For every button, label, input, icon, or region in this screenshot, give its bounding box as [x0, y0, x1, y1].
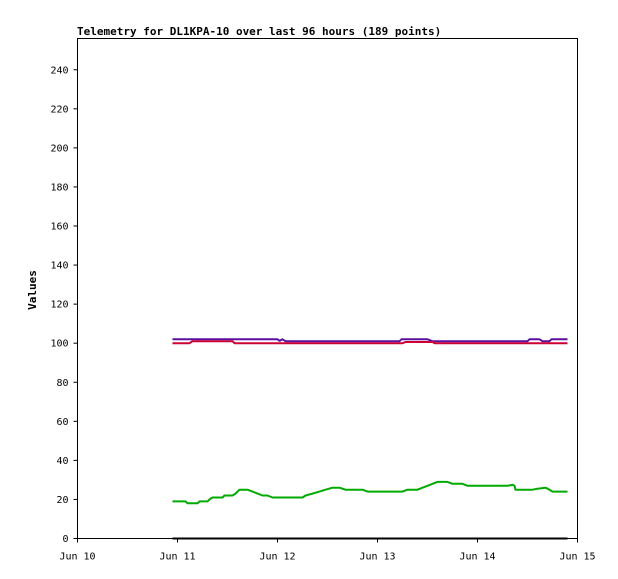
- y-tick-label: 180: [50, 182, 68, 193]
- y-tick-label: 40: [56, 456, 68, 467]
- x-tick-label: Jun 14: [459, 552, 495, 563]
- y-tick-label: 20: [56, 495, 68, 506]
- y-tick-label: 100: [50, 339, 68, 350]
- series-lines: [172, 338, 568, 540]
- y-tick-label: 0: [62, 534, 68, 545]
- y-tick-label: 200: [50, 143, 68, 154]
- y-tick-label: 60: [56, 417, 68, 428]
- x-tick-label: Jun 15: [559, 552, 595, 563]
- x-tick-label: Jun 13: [359, 552, 395, 563]
- y-tick-label: 120: [50, 300, 68, 311]
- y-tick-label: 140: [50, 261, 68, 272]
- plot-area-frame: [77, 38, 578, 539]
- x-tick-label: Jun 10: [59, 552, 95, 563]
- series-line-2: [172, 340, 568, 345]
- x-tick-label: Jun 12: [259, 552, 295, 563]
- y-axis: 0 20 40 60 80 100 120 140 160 180 200 220 240: [50, 65, 78, 545]
- y-tick-label: 220: [50, 104, 68, 115]
- y-tick-label: 240: [50, 65, 68, 76]
- x-axis: Jun 10 Jun 11 Jun 12 Jun 13 Jun 14 Jun 15: [59, 538, 596, 563]
- y-axis-label: Values: [26, 270, 39, 310]
- series-line-3: [172, 480, 568, 505]
- y-tick-label: 80: [56, 378, 68, 389]
- x-tick-label: Jun 11: [159, 552, 195, 563]
- series-line-1: [172, 338, 568, 343]
- chart-title: Telemetry for DL1KPA-10 over last 96 hou…: [77, 25, 441, 38]
- y-tick-label: 160: [50, 222, 68, 233]
